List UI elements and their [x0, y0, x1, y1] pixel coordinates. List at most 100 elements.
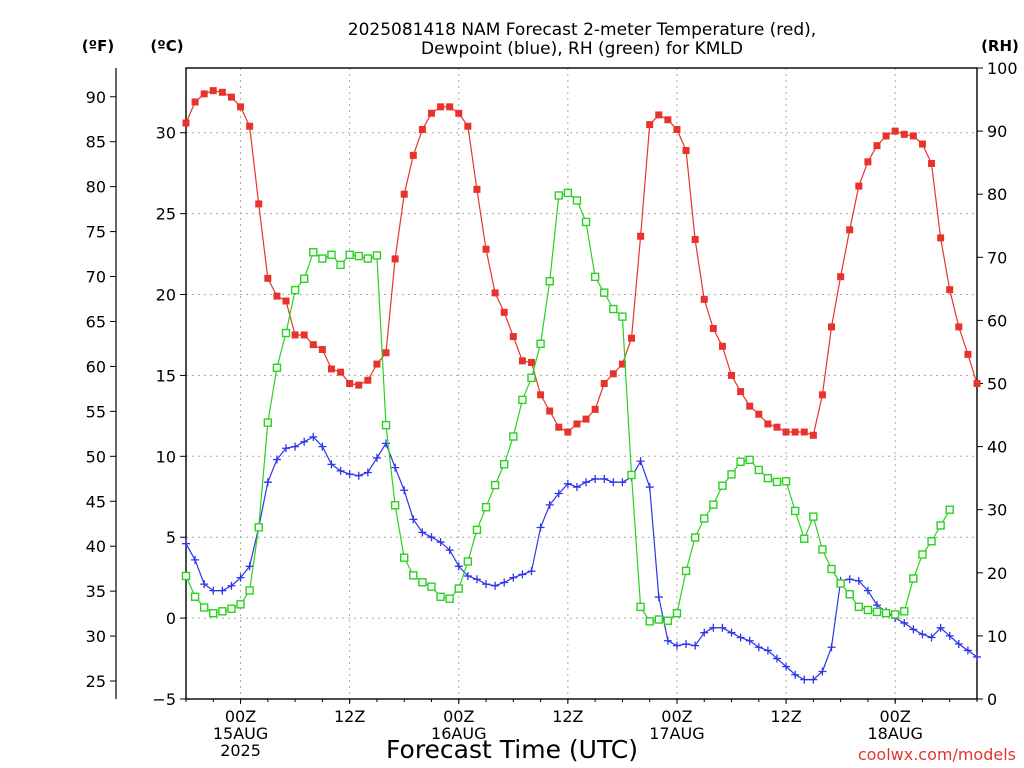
temperature-point [682, 147, 690, 155]
celsius-unit-label: (ºC) [150, 37, 183, 55]
dewpoint-point [782, 662, 791, 671]
dewpoint-point [218, 586, 227, 595]
rh-point [281, 328, 291, 338]
temperature-point [791, 428, 799, 436]
rh-tick-label: 0 [987, 690, 997, 709]
temperature-point [782, 428, 790, 436]
temperature-point [918, 140, 926, 148]
temperature-point [900, 130, 908, 138]
dewpoint-point [500, 578, 509, 587]
temperature-point [282, 297, 290, 305]
temperature-point [600, 380, 608, 387]
dewpoint-point [354, 471, 363, 480]
celsius-tick-label: 10 [156, 447, 176, 466]
fahrenheit-tick-label: 70 [86, 268, 106, 287]
dewpoint-point [491, 581, 500, 590]
x-tick-label: 16AUG [431, 724, 486, 743]
x-tick-label: 00Z [880, 707, 911, 726]
rh-point [654, 615, 663, 624]
rh-point [645, 617, 654, 626]
rh-point [863, 605, 873, 615]
fahrenheit-tick-label: 55 [86, 402, 106, 421]
rh-point [790, 506, 800, 516]
fahrenheit-tick-label: 75 [86, 223, 106, 242]
rh-point [209, 608, 218, 618]
fahrenheit-tick-label: 65 [86, 312, 106, 331]
rh-point [327, 250, 336, 259]
temperature-point [618, 360, 626, 368]
dewpoint-point [472, 575, 481, 584]
temperature-point [718, 342, 726, 350]
dewpoint-point [909, 625, 918, 634]
rh-tick-label: 10 [987, 627, 1007, 646]
dewpoint-point [527, 567, 536, 576]
dewpoint-point [436, 538, 445, 547]
rh-point [309, 248, 318, 257]
temperature-point [227, 93, 235, 101]
temperature-point [409, 151, 417, 159]
dewpoint-point [809, 675, 818, 684]
rh-point [900, 607, 909, 616]
rh-point [918, 550, 927, 559]
rh-point [545, 277, 554, 286]
dewpoint-point [245, 562, 254, 571]
celsius-tick-label: 0 [166, 609, 176, 628]
dewpoint-point [609, 478, 618, 487]
dewpoint-point [454, 562, 463, 571]
celsius-tick-label: −5 [152, 690, 176, 709]
temperature-point [937, 234, 945, 242]
dewpoint-point [536, 523, 545, 532]
dewpoint-point [191, 555, 200, 564]
fahrenheit-tick-label: 35 [86, 582, 106, 601]
temperature-point [437, 103, 445, 111]
temperature-point [828, 323, 836, 331]
rh-point [363, 254, 373, 263]
rh-series [181, 188, 954, 626]
dewpoint-point [945, 631, 954, 640]
dewpoint-point [745, 636, 754, 645]
x-tick-label: 15AUG [213, 724, 268, 743]
temperature-point [418, 125, 426, 133]
temperature-point [864, 158, 872, 166]
rh-point [345, 250, 354, 259]
fahrenheit-tick-label: 80 [86, 178, 106, 197]
dewpoint-point [282, 444, 291, 453]
rh-point [227, 604, 236, 613]
celsius-tick-label: 20 [156, 286, 176, 305]
temperature-point [237, 103, 245, 111]
temperature-point [764, 420, 772, 428]
rh-point [418, 578, 427, 587]
dewpoint-point [263, 478, 272, 487]
dewpoint-point [336, 466, 345, 475]
rh-point [872, 607, 882, 617]
rh-point [318, 254, 327, 263]
rh-point [609, 304, 618, 314]
temperature-point [882, 132, 890, 140]
dewpoint-point [300, 437, 309, 446]
dewpoint-point [382, 439, 391, 448]
dewpoint-point [727, 628, 736, 637]
dewpoint-point [563, 479, 572, 488]
dewpoint-point [700, 628, 709, 637]
dewpoint-point [509, 573, 518, 582]
temperature-point [709, 324, 717, 332]
rh-point [445, 594, 454, 603]
rh-point [881, 608, 891, 618]
dewpoint-point [636, 457, 645, 466]
dewpoint-point [591, 474, 600, 483]
rh-point [427, 582, 436, 591]
x-tick-label: 00Z [661, 707, 692, 726]
temperature-point [537, 391, 545, 399]
rh-point [500, 460, 509, 469]
dewpoint-point [927, 633, 936, 642]
temperature-point [191, 98, 199, 106]
rh-point [945, 505, 954, 514]
rh-tick-label: 40 [987, 438, 1007, 457]
temperature-point [400, 190, 408, 198]
dewpoint-point [754, 643, 763, 652]
rh-point [290, 285, 300, 295]
temperature-point [300, 331, 308, 339]
temperature-point [964, 350, 972, 358]
temperature-point [673, 125, 681, 133]
